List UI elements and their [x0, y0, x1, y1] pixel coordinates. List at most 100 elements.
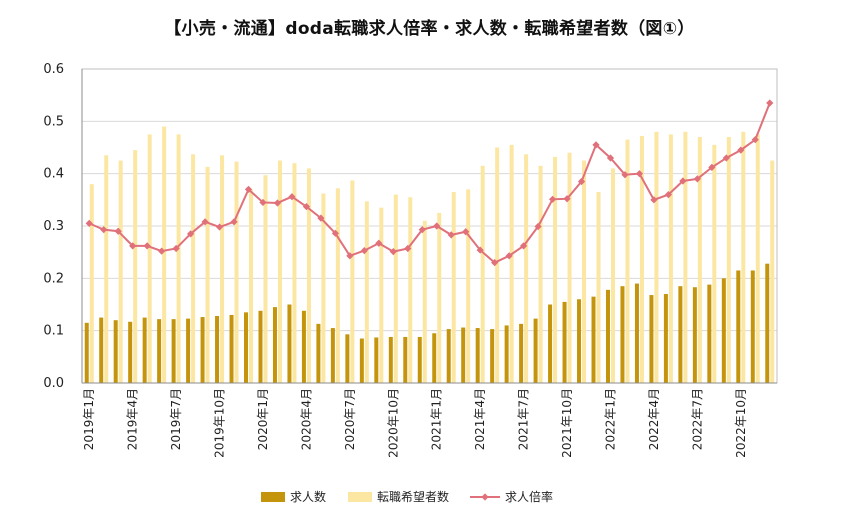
ratio-point — [418, 226, 426, 234]
chart-title: 【小売・流通】doda転職求人倍率・求人数・転職希望者数（図①） — [164, 19, 695, 39]
bar-job-count — [475, 328, 480, 383]
bar-job-count — [171, 319, 176, 383]
bar-applicants — [567, 152, 572, 383]
bar-applicants — [118, 160, 123, 383]
legend-marker-ratio — [481, 493, 489, 501]
ratio-point — [664, 191, 673, 199]
bar-job-count — [634, 283, 639, 383]
bar-job-count — [229, 314, 234, 383]
bar-job-count — [649, 295, 654, 383]
ratio-point — [100, 226, 108, 234]
ratio-point — [215, 223, 224, 231]
x-tick-label: 2020年7月 — [343, 388, 357, 450]
bar-applicants — [379, 207, 384, 383]
bar-job-count — [446, 329, 451, 383]
grid-lines — [82, 68, 777, 332]
y-tick-label: 0.4 — [43, 167, 64, 182]
bar-applicants — [306, 168, 311, 383]
ratio-point — [708, 163, 716, 171]
bar-job-count — [620, 286, 625, 383]
ratio-point — [346, 252, 354, 260]
legend-label-job-count: 求人数 — [290, 489, 326, 504]
bar-applicants — [741, 131, 746, 383]
ratio-point — [534, 222, 542, 231]
bar-applicants — [610, 168, 615, 383]
bar-applicants — [350, 180, 355, 383]
bar-job-count — [301, 310, 306, 383]
bar-job-count — [403, 336, 408, 383]
bar-job-count — [84, 322, 89, 383]
ratio-point — [389, 248, 397, 256]
ratio-point — [447, 231, 455, 239]
bar-job-count — [591, 296, 596, 383]
bar-job-count — [678, 286, 683, 383]
ratio-point — [85, 219, 93, 227]
bar-job-count — [519, 323, 524, 383]
bar-applicants — [422, 220, 427, 383]
ratio-point — [288, 193, 296, 201]
legend-label-ratio: 求人倍率 — [505, 489, 553, 504]
bar-job-count — [490, 329, 495, 383]
ratio-point — [186, 230, 195, 238]
bar-job-count — [417, 336, 422, 383]
bar-job-count — [765, 263, 770, 383]
ratio-point — [158, 247, 166, 255]
legend-label-applicants: 転職希望者数 — [377, 489, 449, 504]
bar-applicants — [668, 134, 673, 383]
x-tick-label: 2022年10月 — [734, 388, 748, 458]
y-tick-label: 0.0 — [43, 376, 64, 391]
line-series-ratio — [85, 99, 774, 267]
ratio-point — [360, 246, 368, 255]
ratio-point — [751, 136, 759, 144]
bar-job-count — [562, 301, 567, 383]
bar-applicants — [263, 175, 268, 383]
ratio-point — [331, 229, 339, 237]
bar-applicants — [234, 161, 239, 383]
bar-job-count — [244, 312, 249, 383]
bar-job-count — [99, 317, 104, 383]
ratio-point — [650, 196, 658, 204]
bar-applicants — [538, 165, 543, 383]
ratio-point — [172, 244, 180, 253]
ratio-point — [114, 227, 122, 235]
bar-job-count — [721, 278, 726, 383]
bar-job-count — [374, 337, 379, 383]
x-tick-label: 2021年7月 — [517, 388, 531, 450]
bar-job-count — [157, 319, 162, 383]
bar-applicants — [104, 155, 109, 383]
ratio-point — [201, 218, 209, 226]
y-tick-label: 0.6 — [43, 62, 64, 77]
bar-job-count — [113, 320, 118, 383]
ratio-point — [737, 146, 745, 154]
bar-applicants — [393, 194, 398, 383]
bar-applicants — [524, 154, 529, 383]
ratio-point — [244, 185, 253, 193]
ratio-point — [273, 199, 282, 207]
bar-applicants — [480, 165, 485, 383]
x-tick-label: 2019年4月 — [126, 388, 140, 450]
bar-job-count — [548, 304, 553, 383]
bar-applicants — [770, 160, 775, 383]
bar-job-count — [663, 294, 668, 383]
x-tick-label: 2021年1月 — [430, 388, 444, 450]
x-tick-label: 2019年7月 — [169, 388, 183, 450]
bar-job-count — [316, 323, 321, 383]
bar-job-count — [272, 307, 277, 383]
bar-job-count — [330, 328, 335, 383]
bar-job-count — [736, 270, 741, 383]
bar-job-count — [258, 310, 263, 383]
bar-applicants — [205, 166, 210, 383]
bar-series-applicants — [89, 126, 775, 384]
bar-applicants — [89, 184, 94, 383]
bar-applicants — [697, 137, 702, 383]
y-tick-label: 0.3 — [43, 219, 64, 234]
ratio-point — [577, 177, 586, 186]
legend: 求人数 転職希望者数 求人倍率 — [261, 489, 553, 504]
ratio-point — [722, 154, 730, 162]
ratio-point — [606, 154, 615, 162]
ratio-point — [433, 222, 441, 230]
x-tick-label: 2021年4月 — [473, 388, 487, 450]
bar-series-job-count — [84, 263, 770, 383]
x-tick-label: 2020年1月 — [256, 388, 270, 450]
ratio-point — [635, 170, 644, 178]
